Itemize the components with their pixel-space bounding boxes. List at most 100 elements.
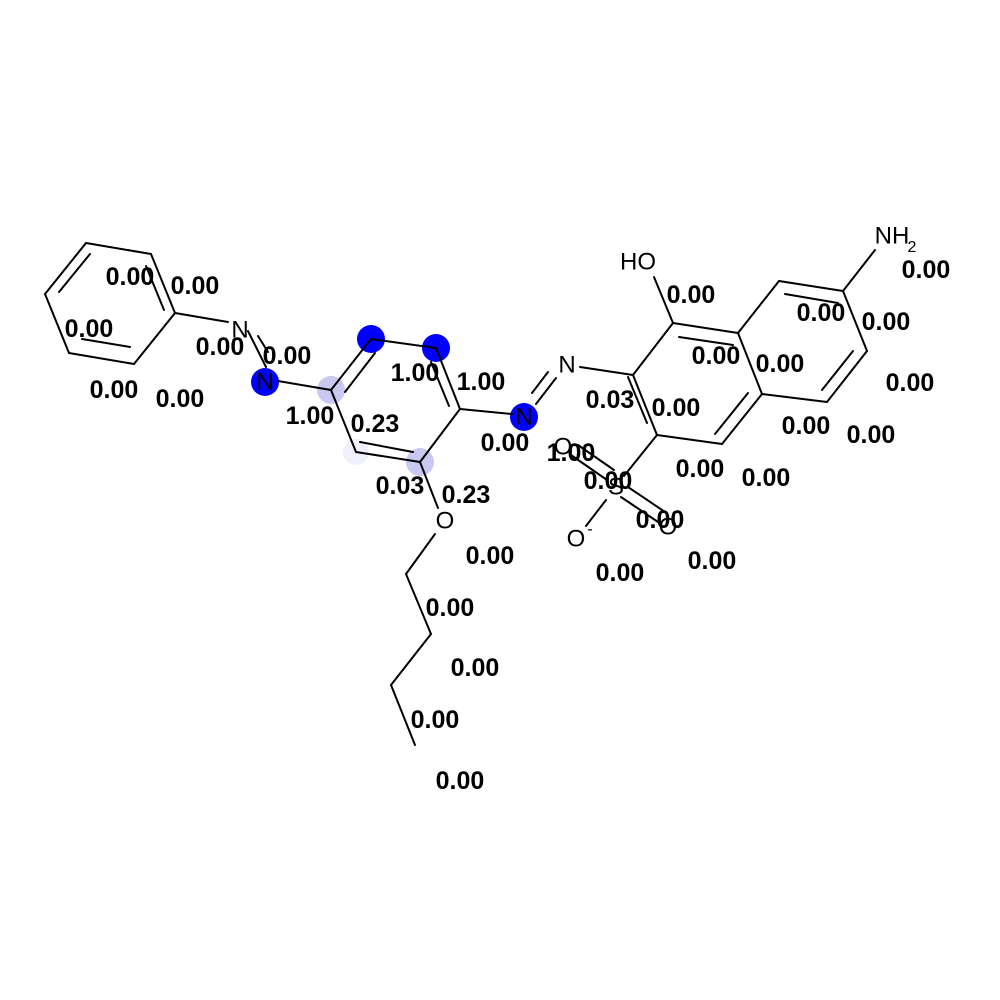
atom-score: 0.00	[782, 412, 831, 440]
atom-sulfonyl-o2: O	[659, 513, 678, 540]
atom-ether-o: O	[436, 507, 455, 534]
bond	[821, 350, 854, 391]
atom-score: 1.00	[391, 359, 440, 387]
bond	[435, 347, 461, 410]
bond	[632, 374, 658, 436]
bond	[531, 371, 549, 394]
bond	[370, 338, 437, 349]
bond	[627, 486, 666, 513]
atom-sulfonate-charge: -	[587, 521, 592, 538]
bond	[714, 392, 749, 435]
atom-score: 0.00	[756, 350, 805, 378]
atom-score: 0.00	[797, 299, 846, 327]
atom-score: 1.00	[286, 402, 335, 430]
bond	[390, 684, 416, 746]
atom-score: 0.23	[351, 410, 400, 438]
bond	[623, 434, 658, 477]
atom-score: 0.00	[742, 464, 791, 492]
atom-score: 1.00	[547, 439, 596, 467]
bond	[344, 352, 376, 393]
atom-n-azo1-a: N	[231, 316, 248, 343]
bond	[784, 293, 839, 304]
atom-score: 0.00	[263, 342, 312, 370]
atom-score: 0.00	[667, 281, 716, 309]
atom-score: 0.00	[676, 455, 725, 483]
atom-score: 0.23	[442, 481, 491, 509]
atom-score: 0.00	[466, 542, 515, 570]
bond	[58, 253, 91, 293]
atom-score: 1.00	[457, 368, 506, 396]
atom-score: 0.00	[156, 385, 205, 413]
atom-score: 0.00	[451, 654, 500, 682]
bond	[68, 352, 135, 365]
atom-score: 0.00	[65, 315, 114, 343]
atom-score: 0.00	[652, 394, 701, 422]
atom-score: 0.00	[106, 263, 155, 291]
bond	[627, 376, 648, 424]
bond	[585, 499, 607, 527]
atom-scores: 0.00 0.00 0.00 0.00 0.00 0.00 0.00 1.00 …	[65, 256, 951, 795]
bond	[632, 322, 674, 376]
atom-score: 0.00	[596, 559, 645, 587]
bond	[656, 434, 723, 445]
bond	[355, 451, 421, 463]
bond	[620, 496, 659, 523]
bond	[330, 338, 372, 391]
atom-score: 0.03	[376, 472, 425, 500]
bond	[405, 573, 432, 635]
atom-sulfonyl-o1: O	[554, 433, 573, 460]
atom-score: 0.00	[90, 376, 139, 404]
bond	[430, 361, 450, 407]
atom-score: 0.00	[902, 256, 951, 284]
bond	[653, 276, 674, 324]
bond	[145, 265, 165, 311]
atom-score: 0.00	[426, 594, 475, 622]
atom-hydroxyl: HO	[620, 248, 656, 275]
bond	[721, 393, 763, 445]
bond	[842, 249, 876, 292]
bond	[390, 633, 432, 686]
atom-score: 0.00	[636, 506, 685, 534]
bond	[570, 454, 608, 481]
bond	[826, 350, 868, 403]
bond	[44, 242, 87, 295]
atom-score: 0.00	[862, 308, 911, 336]
highlight-azo-n-left	[251, 368, 279, 396]
bond	[678, 336, 734, 346]
atom-score: 0.00	[411, 706, 460, 734]
bond	[405, 533, 436, 575]
bond	[419, 461, 439, 509]
atom-n-azo1-b: N	[256, 368, 273, 395]
atom-score: 0.00	[688, 547, 737, 575]
bonds	[44, 242, 876, 746]
bond	[44, 293, 70, 354]
bond	[737, 332, 763, 395]
bond	[579, 366, 634, 376]
atom-amine: NH	[875, 222, 910, 249]
atom-amine-subscript: 2	[908, 239, 917, 256]
bond	[778, 280, 844, 292]
bond	[535, 377, 557, 405]
bond	[737, 280, 780, 334]
bond	[277, 380, 332, 391]
atom-labels: N N N N HO NH 2 O S O O O -	[231, 222, 916, 552]
atom-score: 0.00	[481, 429, 530, 457]
bond	[247, 330, 267, 368]
atom-score: 0.00	[886, 369, 935, 397]
bond	[150, 253, 176, 314]
atom-score: 0.00	[584, 467, 633, 495]
bond	[577, 444, 615, 471]
atom-n-azo2-a: N	[515, 403, 532, 430]
bond	[81, 338, 131, 348]
atom-score: 0.00	[436, 767, 485, 795]
bond	[359, 441, 414, 453]
atom-score: 0.00	[692, 342, 741, 370]
bond	[419, 408, 461, 463]
atom-n-azo2-b: N	[558, 351, 575, 378]
atom-score: 0.00	[171, 272, 220, 300]
bond	[174, 312, 229, 323]
bond	[842, 290, 868, 352]
bond	[761, 393, 828, 403]
atom-score: 0.00	[847, 421, 896, 449]
